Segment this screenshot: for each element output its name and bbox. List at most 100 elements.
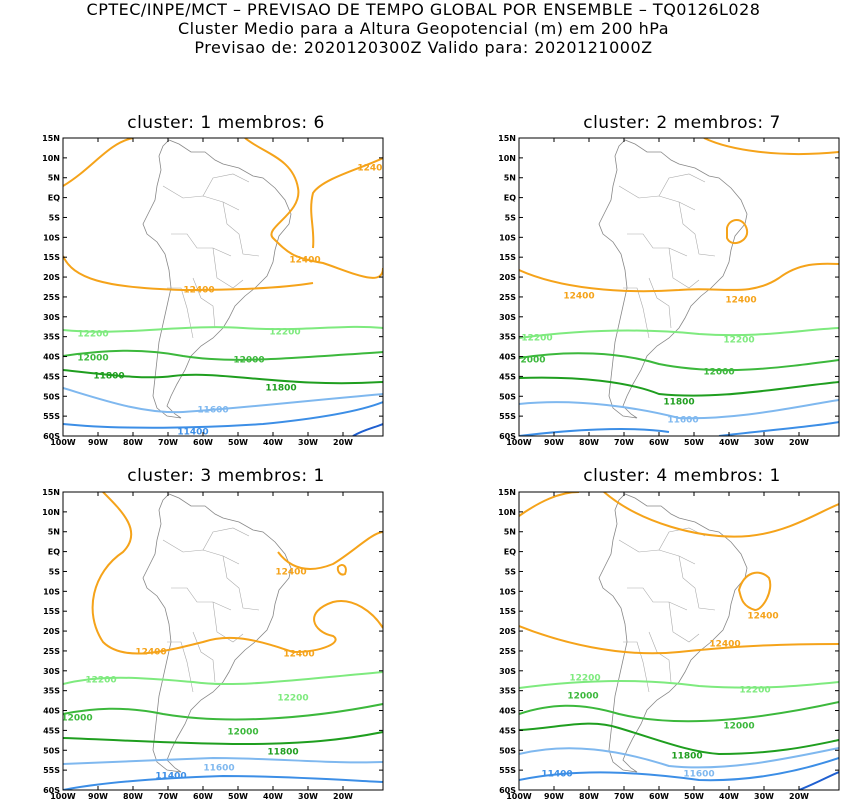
contour-label: 12000 (567, 692, 598, 702)
contour-11400 (519, 428, 670, 436)
lon-tick-label: 50W (684, 438, 704, 447)
contour-12400 (603, 492, 839, 538)
contour-label: 12000 (703, 368, 734, 378)
lat-tick-label: 15N (42, 488, 60, 497)
map-panel-4: 12400 12400 12200 12200 12000 12000 11800 11600… (498, 488, 840, 801)
lat-tick-label: 60S (43, 432, 60, 441)
lat-tick-label: 5N (504, 174, 516, 183)
lon-tick-label: 30W (298, 438, 318, 447)
contour-11200 (352, 423, 383, 436)
map-frame (518, 137, 840, 437)
lat-tick-label: 10S (43, 233, 60, 242)
lat-tick-label: EQ (48, 548, 60, 557)
contour-label: 11400 (177, 428, 208, 438)
contour-label: 12200 (269, 328, 300, 338)
contour-12400 (310, 157, 383, 249)
contour-11600 (63, 756, 383, 765)
contour-12000 (519, 352, 839, 372)
lon-tick-label: 100W (506, 438, 532, 447)
lon-tick-label: 30W (754, 438, 774, 447)
contour-label: 11400 (155, 772, 186, 782)
map-frame (518, 491, 840, 791)
lat-tick-label: 10S (43, 587, 60, 596)
lat-tick-label: 5N (504, 528, 516, 537)
contour-11800 (63, 731, 383, 746)
contour-12000 (63, 349, 383, 361)
contour-12000 (519, 701, 839, 723)
contour-label: 12200 (521, 334, 552, 344)
contour-label: 11800 (663, 398, 694, 408)
lat-tick-label: 10S (499, 233, 516, 242)
lat-tick-label: 30S (499, 667, 516, 676)
lon-tick-label: 100W (50, 438, 76, 447)
contour-label: 12000 (233, 356, 264, 366)
lon-tick-label: 70W (158, 438, 178, 447)
lat-tick-label: 40S (43, 353, 60, 362)
contour-12400 (277, 531, 383, 570)
contour-label: 12200 (723, 336, 754, 346)
country-border (202, 527, 250, 551)
lat-tick-label: 60S (43, 786, 60, 795)
contour-label: 12400 (709, 640, 740, 650)
country-border (627, 587, 688, 611)
country-border (212, 601, 244, 643)
lat-tick-label: 5S (49, 567, 61, 576)
lon-tick-label: 30W (754, 792, 774, 801)
lon-tick-label: 100W (506, 792, 532, 801)
lat-tick-label: 45S (43, 726, 60, 735)
contour-11800 (63, 369, 383, 385)
lat-tick-label: EQ (504, 548, 516, 557)
lat-tick-label: 45S (43, 372, 60, 381)
lat-tick-label: 10N (498, 154, 516, 163)
contour-12400 (63, 138, 134, 187)
lat-tick-label: 15N (498, 488, 516, 497)
country-border (678, 555, 716, 611)
country-border (648, 631, 672, 683)
lat-tick-label: 25S (43, 293, 60, 302)
contour-label: 12000 (227, 728, 258, 738)
lat-tick-label: 35S (499, 687, 516, 696)
country-border (627, 233, 688, 257)
contour-12400 (336, 564, 347, 576)
contour-11200 (798, 771, 839, 790)
lat-tick-label: 55S (43, 412, 60, 421)
country-border (618, 539, 696, 565)
country-border (678, 201, 716, 257)
contour-11400 (519, 757, 839, 782)
lon-tick-label: 60W (193, 438, 213, 447)
lat-tick-label: 5S (49, 213, 61, 222)
contour-12400 (63, 255, 314, 292)
contour-label: 11800 (93, 372, 124, 382)
country-border (162, 185, 240, 211)
lat-tick-label: 50S (43, 746, 60, 755)
lat-tick-label: 10N (498, 508, 516, 517)
contour-label: 12400 (275, 568, 306, 578)
lat-tick-label: 15S (43, 253, 60, 262)
lat-tick-label: 45S (499, 726, 516, 735)
contour-11600 (519, 399, 839, 420)
contour-label: 12400 (283, 650, 314, 660)
contour-11800 (519, 722, 839, 756)
lon-tick-label: 20W (789, 792, 809, 801)
lon-tick-label: 30W (298, 792, 318, 801)
lat-tick-label: 5S (505, 213, 517, 222)
lon-tick-label: 50W (684, 792, 704, 801)
contour-label: 12000 (723, 722, 754, 732)
lat-tick-label: 50S (499, 392, 516, 401)
lon-tick-label: 50W (228, 792, 248, 801)
panel-2-title: cluster: 2 membros: 7 (583, 113, 781, 133)
lat-tick-label: 15S (499, 253, 516, 262)
lon-tick-label: 60W (649, 438, 669, 447)
lat-tick-label: 35S (43, 333, 60, 342)
lat-tick-label: 20S (43, 627, 60, 636)
lon-tick-label: 90W (544, 438, 564, 447)
panel-4-title: cluster: 4 membros: 1 (583, 466, 781, 486)
contour-label: 12200 (277, 694, 308, 704)
lat-tick-label: EQ (504, 194, 516, 203)
contour-12400 (519, 262, 839, 293)
lon-tick-label: 80W (123, 438, 143, 447)
lon-tick-label: 20W (333, 792, 353, 801)
contour-12400 (91, 492, 383, 655)
panel-3-title: cluster: 3 membros: 1 (127, 466, 325, 486)
